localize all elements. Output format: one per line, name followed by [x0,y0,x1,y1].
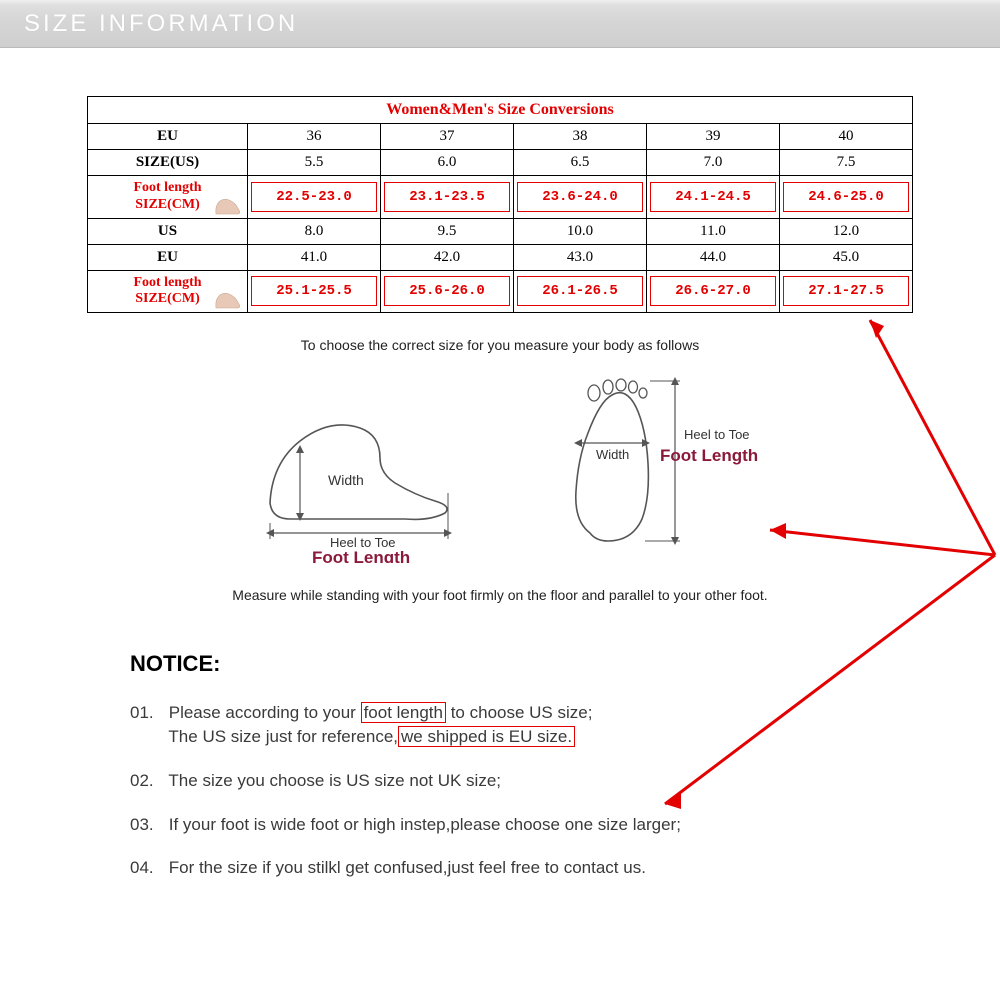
cell: 24.1-24.5 [647,176,780,219]
row-eu-1: EU 36 37 38 39 40 [88,124,913,150]
cell: 41.0 [248,244,381,270]
redbox: 25.1-25.5 [251,276,377,306]
redbox: 27.1-27.5 [783,276,909,306]
cell: 45.0 [780,244,913,270]
size-table-container: Women&Men's Size Conversions EU 36 37 38… [87,96,913,313]
cell: 10.0 [514,218,647,244]
label-eu2: EU [88,244,248,270]
redbox: 25.6-26.0 [384,276,510,306]
cell: 9.5 [381,218,514,244]
width-label: Width [328,472,364,488]
table-title-row: Women&Men's Size Conversions [88,97,913,124]
cell: 40 [780,124,913,150]
cell: 43.0 [514,244,647,270]
notice-line-2: 02. The size you choose is US size not U… [130,769,870,793]
label-footlen1: Foot length SIZE(CM) [88,176,248,219]
cell: 38 [514,124,647,150]
footlen-text-a: Foot length [133,180,201,195]
cell: 12.0 [780,218,913,244]
cell: 26.1-26.5 [514,270,647,313]
redbox: 23.1-23.5 [384,182,510,212]
cell: 23.6-24.0 [514,176,647,219]
footlen-text-b: SIZE(CM) [135,197,200,212]
width-label-2: Width [596,447,629,462]
redbox: 23.6-24.0 [517,182,643,212]
notice-block: NOTICE: 01. Please according to your foo… [130,651,870,880]
foot-top-diagram: Width Heel to Toe Foot Length [530,373,770,563]
cell: 26.6-27.0 [647,270,780,313]
redbox: 26.1-26.5 [517,276,643,306]
cell: 24.6-25.0 [780,176,913,219]
foot-icon [213,288,243,310]
notice-num: 04. [130,856,164,880]
footlen-text-a: Foot length [133,275,201,290]
row-eu-2: EU 41.0 42.0 43.0 44.0 45.0 [88,244,913,270]
foot-icon [213,194,243,216]
instruction-measure: To choose the correct size for you measu… [0,337,1000,353]
redbox: 26.6-27.0 [650,276,776,306]
row-footlen-2: Foot length SIZE(CM) 25.1-25.5 25.6-26.0… [88,270,913,313]
cell: 6.5 [514,150,647,176]
label-us2: US [88,218,248,244]
cell: 39 [647,124,780,150]
cell: 8.0 [248,218,381,244]
cell: 7.0 [647,150,780,176]
notice-1a: Please according to your [169,703,361,722]
notice-title: NOTICE: [130,651,870,677]
row-us-2: US 8.0 9.5 10.0 11.0 12.0 [88,218,913,244]
notice-1c: The US size just for reference, [168,727,398,746]
cell: 11.0 [647,218,780,244]
notice-line-3: 03. If your foot is wide foot or high in… [130,813,870,837]
foot-length-label-2: Foot Length [660,446,758,465]
redbox-eu-size: we shipped is EU size. [398,726,575,747]
foot-side-diagram: Width Heel to Toe Foot Length [230,373,470,563]
cell: 7.5 [780,150,913,176]
redbox: 22.5-23.0 [251,182,377,212]
label-size-us: SIZE(US) [88,150,248,176]
row-footlen-1: Foot length SIZE(CM) 22.5-23.0 23.1-23.5… [88,176,913,219]
table-title: Women&Men's Size Conversions [88,97,913,124]
heel-toe-label-2: Heel to Toe [684,427,750,442]
redbox: 24.6-25.0 [783,182,909,212]
notice-1b: to choose US size; [446,703,592,722]
footlen-text-b: SIZE(CM) [135,291,200,306]
row-size-us: SIZE(US) 5.5 6.0 6.5 7.0 7.5 [88,150,913,176]
cell: 23.1-23.5 [381,176,514,219]
notice-num: 01. [130,701,164,725]
cell: 6.0 [381,150,514,176]
cell: 37 [381,124,514,150]
instruction-standing: Measure while standing with your foot fi… [0,587,1000,603]
cell: 5.5 [248,150,381,176]
cell: 25.6-26.0 [381,270,514,313]
redbox: 24.1-24.5 [650,182,776,212]
cell: 25.1-25.5 [248,270,381,313]
notice-num: 03. [130,813,164,837]
redbox-foot-length: foot length [361,702,446,723]
cell: 36 [248,124,381,150]
header-title: SIZE INFORMATION [24,10,298,38]
cell: 44.0 [647,244,780,270]
notice-line-1: 01. Please according to your foot length… [130,701,870,749]
cell: 42.0 [381,244,514,270]
foot-diagrams: Width Heel to Toe Foot Length Width Heel… [0,373,1000,563]
notice-3: If your foot is wide foot or high instep… [169,815,681,834]
label-footlen2: Foot length SIZE(CM) [88,270,248,313]
notice-num: 02. [130,769,164,793]
header-bar: SIZE INFORMATION [0,0,1000,48]
label-eu1: EU [88,124,248,150]
cell: 22.5-23.0 [248,176,381,219]
cell: 27.1-27.5 [780,270,913,313]
foot-length-label: Foot Length [312,548,410,563]
notice-4: For the size if you stilkl get confused,… [169,858,646,877]
notice-line-4: 04. For the size if you stilkl get confu… [130,856,870,880]
size-conversion-table: Women&Men's Size Conversions EU 36 37 38… [87,96,913,313]
notice-2: The size you choose is US size not UK si… [168,771,501,790]
